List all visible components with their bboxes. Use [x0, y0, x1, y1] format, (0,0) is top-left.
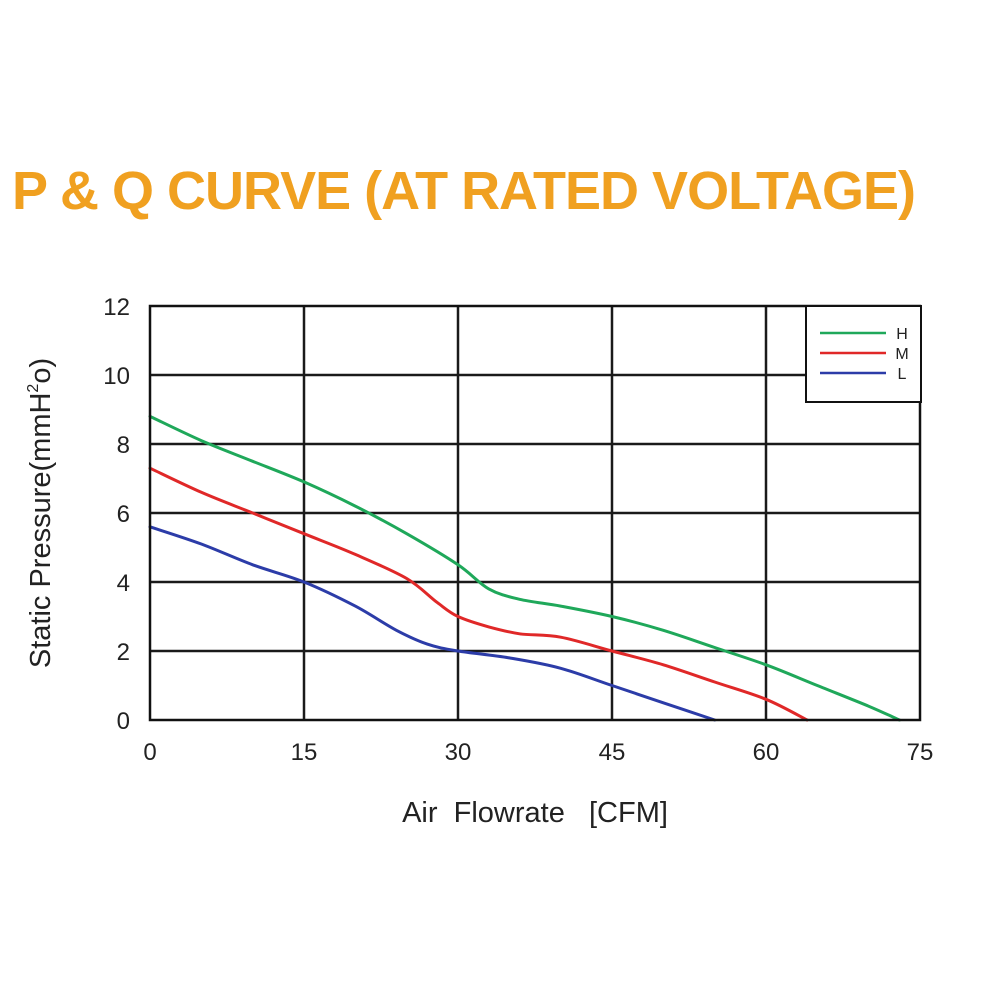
tick-labels: 0 15 30 45 60 75 0 2 4 6 8 10 12 — [103, 294, 933, 766]
y-tick-label: 4 — [117, 570, 130, 597]
y-tick-label: 6 — [117, 501, 130, 528]
series-line-H — [148, 414, 901, 722]
y-axis-title-superscript: 2 — [25, 384, 42, 393]
y-tick-label: 2 — [117, 639, 130, 666]
series-lines — [148, 414, 901, 722]
chart-title: P & Q CURVE (AT RATED VOLTAGE) — [12, 161, 916, 221]
x-tick-label: 60 — [753, 739, 780, 766]
y-tick-label: 8 — [117, 432, 130, 459]
x-tick-label: 30 — [445, 739, 472, 766]
y-tick-label: 12 — [103, 294, 130, 321]
x-tick-label: 15 — [291, 739, 318, 766]
y-tick-label: 10 — [103, 363, 130, 390]
legend-label-L: L — [898, 366, 907, 383]
y-tick-label: 0 — [117, 708, 130, 735]
y-axis-title: Static Pressure(mmH2o) — [25, 358, 57, 668]
x-axis-title: Air Flowrate [CFM] — [402, 797, 668, 829]
grid — [150, 306, 920, 720]
series-line-M — [148, 466, 809, 722]
x-tick-label: 45 — [599, 739, 626, 766]
y-axis-title-tail: o) — [25, 358, 57, 384]
legend-label-M: M — [895, 346, 908, 363]
x-tick-label: 0 — [143, 739, 156, 766]
plot-frame — [148, 304, 922, 722]
legend: HML — [805, 305, 922, 403]
x-tick-label: 75 — [907, 739, 934, 766]
y-axis-title-main: Static Pressure(mmH — [25, 393, 57, 669]
series-line-L — [148, 525, 717, 722]
legend-label-H: H — [896, 326, 908, 343]
